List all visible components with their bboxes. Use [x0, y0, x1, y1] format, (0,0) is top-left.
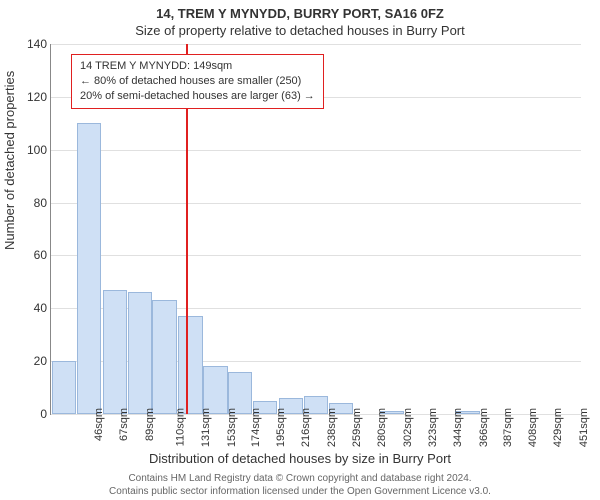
- infobox-line: 20% of semi-detached houses are larger (…: [80, 89, 315, 104]
- page-title: 14, TREM Y MYNYDD, BURRY PORT, SA16 0FZ: [0, 0, 600, 23]
- y-tick-label: 140: [19, 37, 47, 51]
- x-tick-label: 387sqm: [503, 408, 515, 447]
- gridline: [51, 203, 581, 204]
- histogram-bar: [152, 300, 176, 414]
- y-tick-label: 60: [19, 248, 47, 262]
- x-tick-label: 67sqm: [118, 408, 130, 441]
- x-tick-label: 195sqm: [275, 408, 287, 447]
- x-tick-label: 366sqm: [478, 408, 490, 447]
- histogram-plot: 02040608010012014046sqm67sqm89sqm110sqm1…: [50, 44, 581, 415]
- attribution-footer: Contains HM Land Registry data © Crown c…: [0, 473, 600, 498]
- x-tick-label: 259sqm: [351, 408, 363, 447]
- y-tick-label: 100: [19, 143, 47, 157]
- gridline: [51, 44, 581, 45]
- histogram-bar: [52, 361, 76, 414]
- y-tick-label: 80: [19, 196, 47, 210]
- gridline: [51, 150, 581, 151]
- histogram-bar: [77, 123, 101, 414]
- y-tick-label: 20: [19, 354, 47, 368]
- x-tick-label: 46sqm: [93, 408, 105, 441]
- histogram-bar: [203, 366, 227, 414]
- y-axis-label: Number of detached properties: [2, 71, 17, 250]
- y-tick-label: 40: [19, 301, 47, 315]
- x-tick-label: 110sqm: [174, 408, 186, 446]
- y-tick-label: 0: [19, 407, 47, 421]
- histogram-bar: [178, 316, 202, 414]
- x-tick-label: 153sqm: [226, 408, 238, 447]
- x-tick-label: 216sqm: [300, 408, 312, 447]
- gridline: [51, 255, 581, 256]
- x-tick-label: 89sqm: [144, 408, 156, 441]
- footer-line: Contains public sector information licen…: [0, 486, 600, 499]
- y-tick-label: 120: [19, 90, 47, 104]
- infobox-line: ← 80% of detached houses are smaller (25…: [80, 74, 315, 89]
- infobox-line: 14 TREM Y MYNYDD: 149sqm: [80, 59, 315, 74]
- x-tick-label: 174sqm: [251, 408, 263, 447]
- x-tick-label: 451sqm: [578, 408, 590, 447]
- page-subtitle: Size of property relative to detached ho…: [0, 23, 600, 40]
- x-tick-label: 429sqm: [552, 408, 564, 447]
- footer-line: Contains HM Land Registry data © Crown c…: [0, 473, 600, 486]
- x-tick-label: 238sqm: [326, 408, 338, 447]
- property-infobox: 14 TREM Y MYNYDD: 149sqm← 80% of detache…: [71, 54, 324, 109]
- histogram-bar: [128, 292, 152, 414]
- histogram-bar: [103, 290, 127, 414]
- x-axis-label: Distribution of detached houses by size …: [0, 451, 600, 466]
- x-tick-label: 280sqm: [376, 408, 388, 447]
- x-tick-label: 344sqm: [452, 408, 464, 447]
- x-tick-label: 408sqm: [527, 408, 539, 447]
- x-tick-label: 131sqm: [200, 408, 212, 447]
- x-tick-label: 323sqm: [427, 408, 439, 447]
- x-tick-label: 302sqm: [402, 408, 414, 447]
